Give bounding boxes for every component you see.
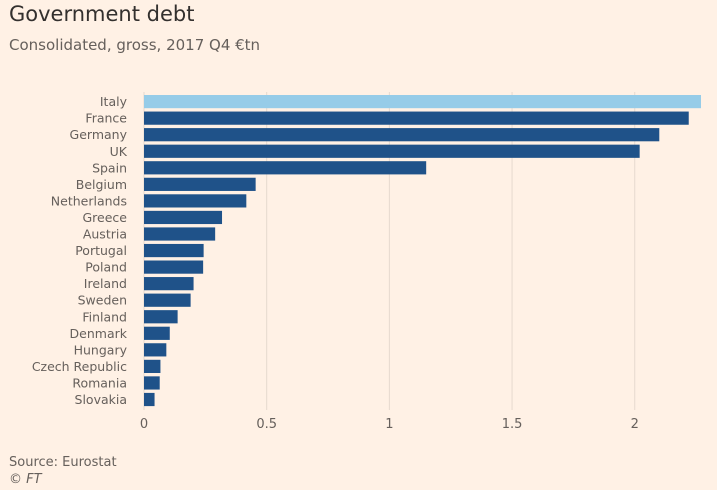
chart-subtitle: Consolidated, gross, 2017 Q4 €tn	[9, 36, 261, 54]
bars	[144, 95, 701, 407]
category-label-austria: Austria	[83, 227, 127, 242]
category-label-slovakia: Slovakia	[75, 392, 127, 407]
x-tick-label: 0.5	[256, 417, 277, 432]
category-label-netherlands: Netherlands	[51, 193, 127, 208]
ft-credit: © FT	[9, 472, 42, 487]
category-label-germany: Germany	[70, 127, 128, 142]
x-tick-label: 1	[385, 417, 393, 432]
bar-romania	[144, 376, 160, 390]
category-label-hungary: Hungary	[74, 342, 128, 357]
bar-poland	[144, 260, 204, 274]
bar-ireland	[144, 277, 194, 291]
x-tick-label: 0	[140, 417, 148, 432]
bar-netherlands	[144, 194, 247, 208]
bar-denmark	[144, 326, 170, 340]
bar-spain	[144, 161, 427, 175]
category-label-ireland: Ireland	[84, 276, 127, 291]
source-note: Source: Eurostat	[9, 455, 117, 470]
category-label-romania: Romania	[72, 375, 127, 390]
bar-portugal	[144, 243, 204, 258]
category-label-spain: Spain	[92, 160, 127, 175]
bar-austria	[144, 227, 216, 241]
bar-italy	[144, 95, 701, 109]
bar-uk	[144, 144, 640, 158]
category-label-greece: Greece	[83, 210, 128, 225]
bar-finland	[144, 310, 178, 324]
category-label-france: France	[85, 111, 127, 126]
category-label-sweden: Sweden	[78, 293, 127, 308]
x-axis-ticks: 0 0.5 1 1.5 2	[140, 417, 639, 432]
category-label-finland: Finland	[82, 309, 127, 324]
bar-czech-republic	[144, 359, 161, 373]
bar-hungary	[144, 343, 167, 357]
bar-slovakia	[144, 392, 155, 407]
bar-germany	[144, 128, 660, 142]
x-tick-label: 2	[631, 417, 639, 432]
category-label-czech-republic: Czech Republic	[32, 359, 127, 374]
category-label-poland: Poland	[85, 260, 127, 275]
x-tick-label: 1.5	[502, 417, 523, 432]
chart-title: Government debt	[9, 2, 195, 26]
category-label-uk: UK	[110, 144, 128, 159]
bar-greece	[144, 210, 223, 225]
category-label-denmark: Denmark	[70, 326, 128, 341]
category-label-belgium: Belgium	[76, 177, 127, 192]
category-label-italy: Italy	[100, 94, 128, 109]
bar-sweden	[144, 293, 191, 307]
bar-france	[144, 111, 689, 125]
category-label-portugal: Portugal	[75, 243, 127, 258]
bar-belgium	[144, 177, 256, 191]
